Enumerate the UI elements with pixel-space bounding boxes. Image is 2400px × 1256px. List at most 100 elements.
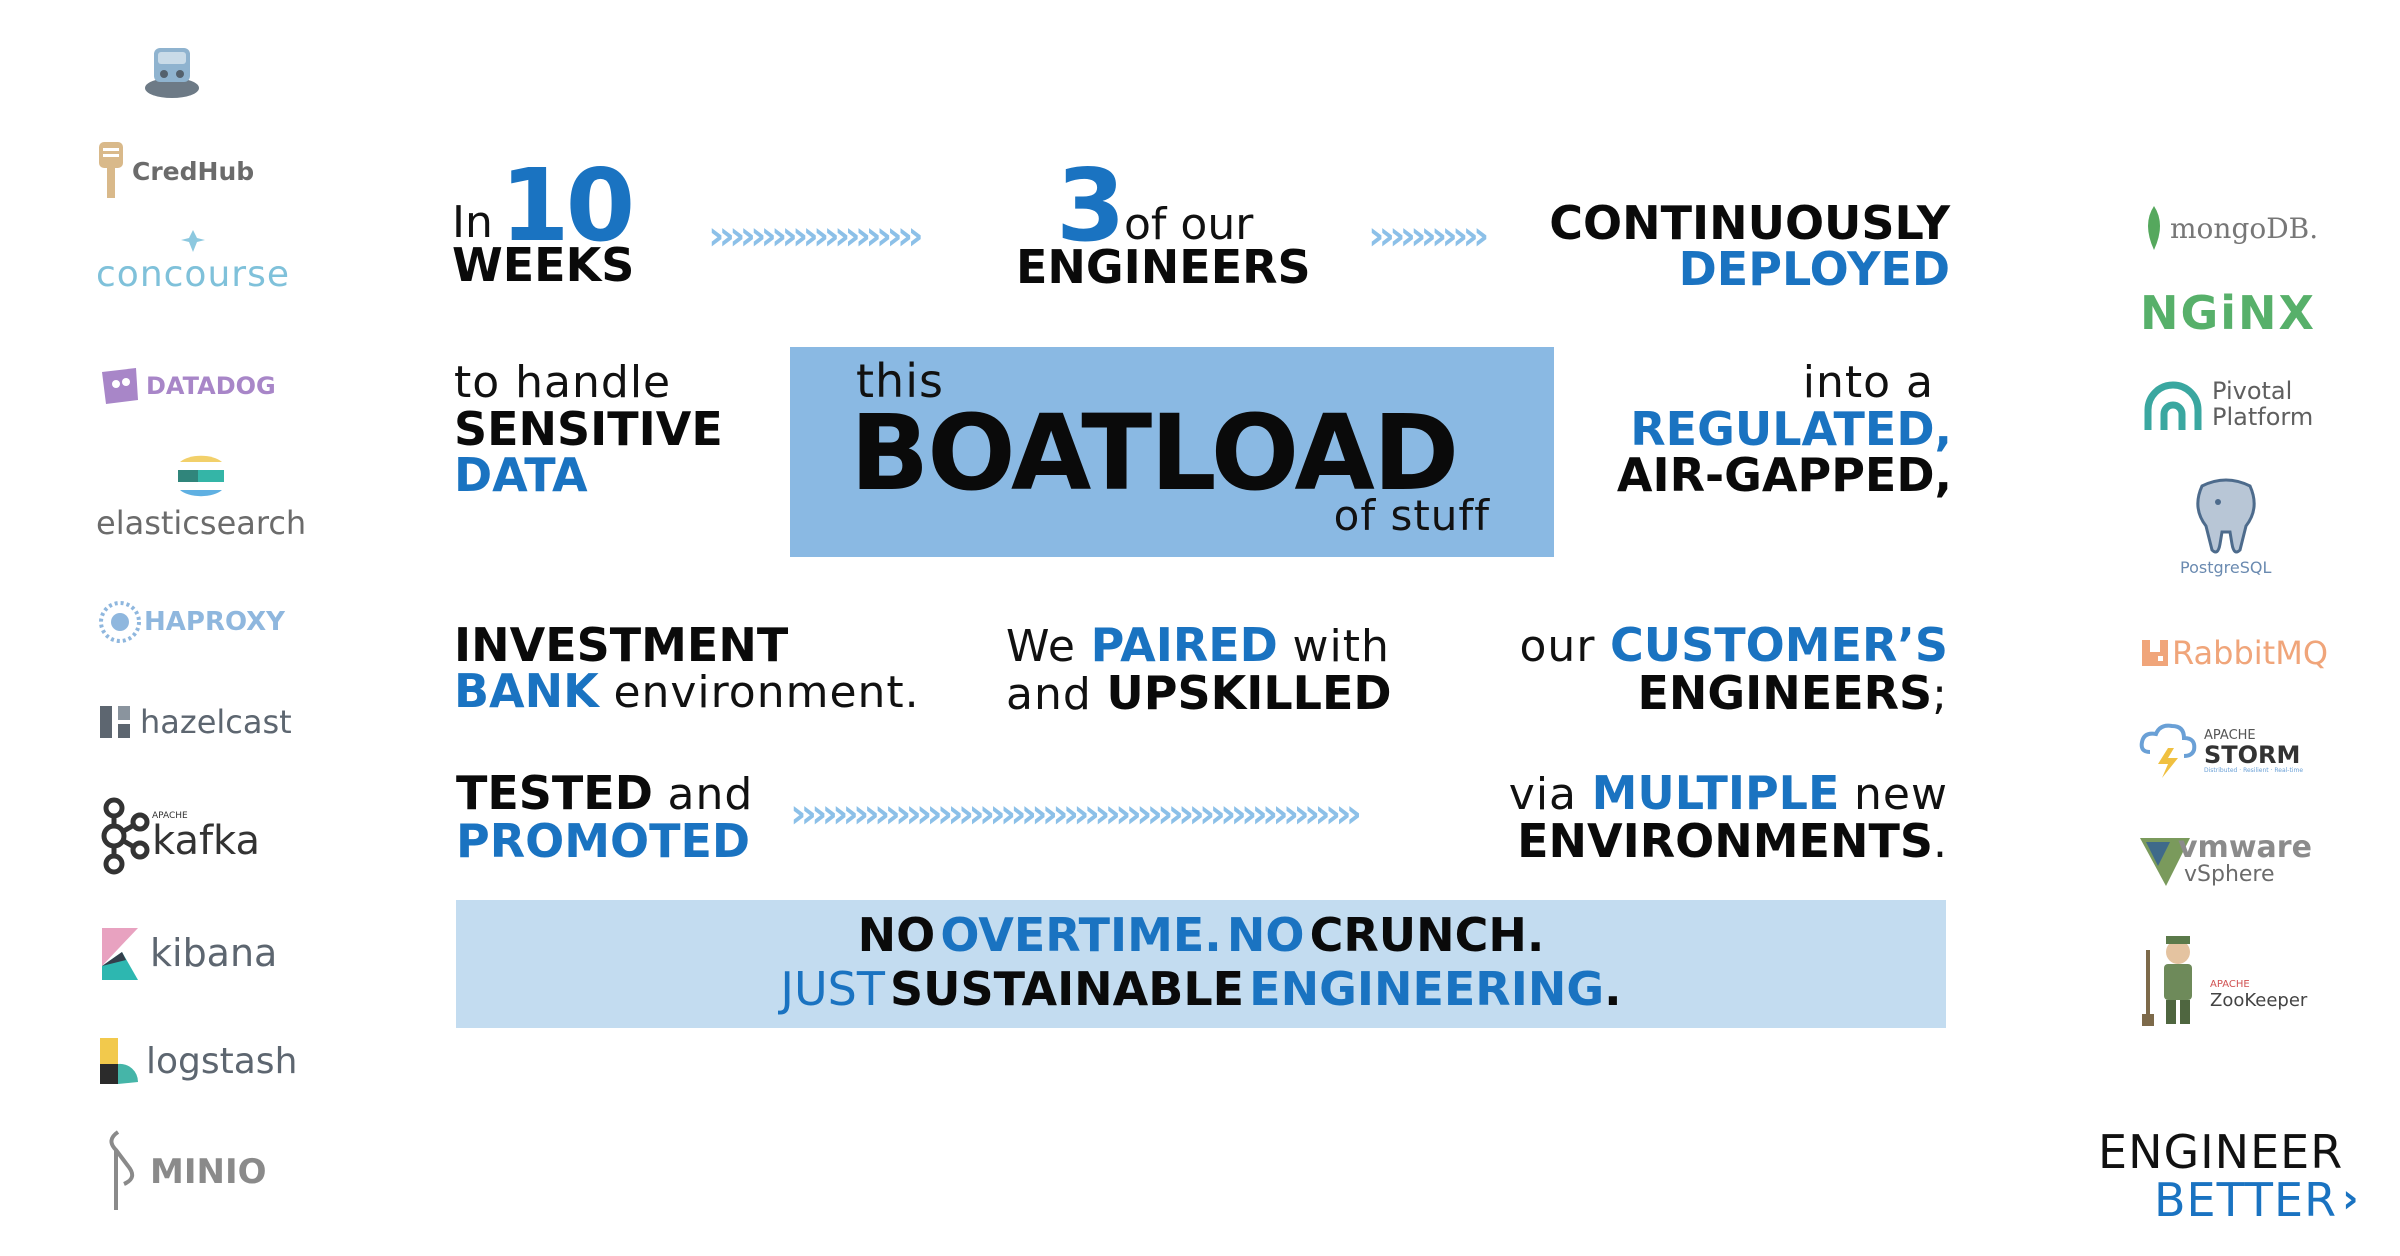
kibana-icon [102,928,138,980]
multiple-word: MULTIPLE [1591,766,1840,820]
ten-number: 10 [500,147,635,264]
kafka-logo: APACHE kafka [100,796,260,876]
paired-word: PAIRED [1090,618,1278,672]
haproxy-icon [99,601,141,643]
logstash-label: logstash [146,1040,298,1082]
minio-logo: MINIO [98,1130,267,1214]
hazelcast-label: hazelcast [140,703,292,741]
tested-promoted-block: TESTED and PROMOTED [456,770,786,864]
zookeeper-label: ZooKeeper [2210,990,2308,1011]
kafka-apache-label: APACHE [152,811,188,821]
rabbitmq-label: RabbitMQ [2172,634,2328,672]
to-handle-words: to handle [454,357,672,408]
customers-word: CUSTOMER’S [1610,618,1948,672]
mongodb-logo: mongoDB. [2144,206,2318,250]
via-word: via [1508,769,1578,820]
rabbitmq-icon [2142,640,2168,666]
haproxy-logo: HAPROXY [98,600,285,644]
investment-word: INVESTMENT [454,618,789,672]
boatload-box: this BOATLOAD of stuff [790,347,1554,557]
vsphere-label: vSphere [2184,862,2275,887]
bank-word: BANK [454,664,599,718]
credhub-logo: CredHub [96,140,254,202]
banner-line-1: NO OVERTIME. NO CRUNCH. [456,912,1946,958]
and-word-2: and [667,769,754,820]
bosh-logo [142,38,202,102]
storm-icon [2139,723,2197,778]
hazelcast-logo: hazelcast [98,702,292,742]
key-icon [99,142,123,198]
weeks-word: WEEKS [452,238,635,292]
our-word: our [1519,621,1596,672]
data-word: DATA [454,448,588,502]
overtime-word: OVERTIME. [940,908,1222,962]
engineer-better-logo: ENGINEER BETTER › [2098,1128,2398,1224]
multiple-environments-block: via MULTIPLE new ENVIRONMENTS. [1470,770,1948,866]
tested-word: TESTED [456,766,653,820]
sustainable-word: SUSTAINABLE [890,962,1245,1016]
customers-engineers-block: our CUSTOMER’S ENGINEERS; [1480,622,1948,718]
sustainable-engineering-banner: NO OVERTIME. NO CRUNCH. JUST SUSTAINABLE… [456,900,1946,1028]
bosh-icon [145,48,199,98]
mongodb-leaf-icon [2148,206,2160,250]
period-2: . [1604,962,1622,1016]
three-number: 3 [1056,147,1126,264]
haproxy-label: HAPROXY [144,607,286,637]
environment-word: environment. [613,667,920,718]
elasticsearch-logo: elasticsearch [96,450,306,542]
three-engineers-block: 3 of our ENGINEERS [1016,156,1336,300]
brand-engineer-word: ENGINEER [2098,1125,2344,1179]
datadog-label: DATADOG [146,372,276,400]
zookeeper-apache-label: APACHE [2210,979,2250,990]
no-word-2: NO [1226,908,1305,962]
storm-tagline: Distributed · Resilient · Real-time [2204,767,2304,774]
regulated-block: into a REGULATED, AIR-GAPPED, [1560,360,1952,499]
storm-logo: APACHE STORM Distributed · Resilient · R… [2138,722,2303,780]
elephant-icon [2196,478,2256,554]
kibana-label: kibana [150,931,278,975]
we-word: We [1006,621,1076,672]
zookeeper-icon [2142,936,2192,1026]
chevrons-arrow-1: ›››››››››››››››››››› [708,213,924,259]
minio-icon [109,1130,135,1210]
paired-upskilled-block: We PAIRED with and UPSKILLED [1006,622,1426,718]
engineers-word-2: ENGINEERS [1637,666,1933,720]
deployed-word: DEPLOYED [1678,242,1950,296]
hazelcast-icon [100,706,130,738]
brand-better-word: BETTER [2154,1173,2338,1227]
kibana-logo: kibana [100,926,277,980]
sensitive-data-block: to handle SENSITIVE DATA [454,357,774,502]
just-word: JUST [780,962,885,1016]
storm-label: STORM [2204,741,2301,769]
pivotal-label: Pivotal [2212,377,2293,405]
nginx-label: NGiNX [2140,286,2316,340]
minio-label: MINIO [150,1152,267,1192]
concourse-logo: concourse [96,228,290,295]
pivotal-icon [2144,381,2202,430]
upskilled-word: UPSKILLED [1106,666,1392,720]
of-our-words: of our [1124,199,1254,250]
dog-icon [102,368,138,404]
credhub-label: CredHub [132,156,255,186]
elasticsearch-label: elasticsearch [96,504,307,542]
this-word: this [856,354,944,408]
of-stuff-words: of stuff [1333,491,1490,540]
banner-line-2: JUST SUSTAINABLE ENGINEERING. [456,966,1946,1012]
kafka-label: kafka [152,818,261,864]
continuously-word: CONTINUOUSLY [1549,196,1950,250]
logstash-logo: logstash [98,1036,297,1086]
no-word-1: NO [857,908,936,962]
regulated-word: REGULATED, [1630,402,1952,456]
engineers-word: ENGINEERS [1016,240,1311,294]
sensitive-word: SENSITIVE [454,402,723,456]
nginx-logo: NGiNX [2140,286,2316,340]
datadog-logo: DATADOG [98,366,276,406]
continuously-deployed-block: CONTINUOUSLY DEPLOYED [1500,200,1950,300]
vmware-label: vmware [2178,830,2312,865]
pivotal-logo: Pivotal Platform [2140,376,2313,432]
environments-word: ENVIRONMENTS [1517,814,1933,868]
brand-chevron-icon: › [2342,1176,2359,1222]
vsphere-icon [2140,838,2190,886]
storm-apache-label: APACHE [2204,728,2256,743]
chevrons-arrow-2: ››››››››››› [1368,213,1489,259]
